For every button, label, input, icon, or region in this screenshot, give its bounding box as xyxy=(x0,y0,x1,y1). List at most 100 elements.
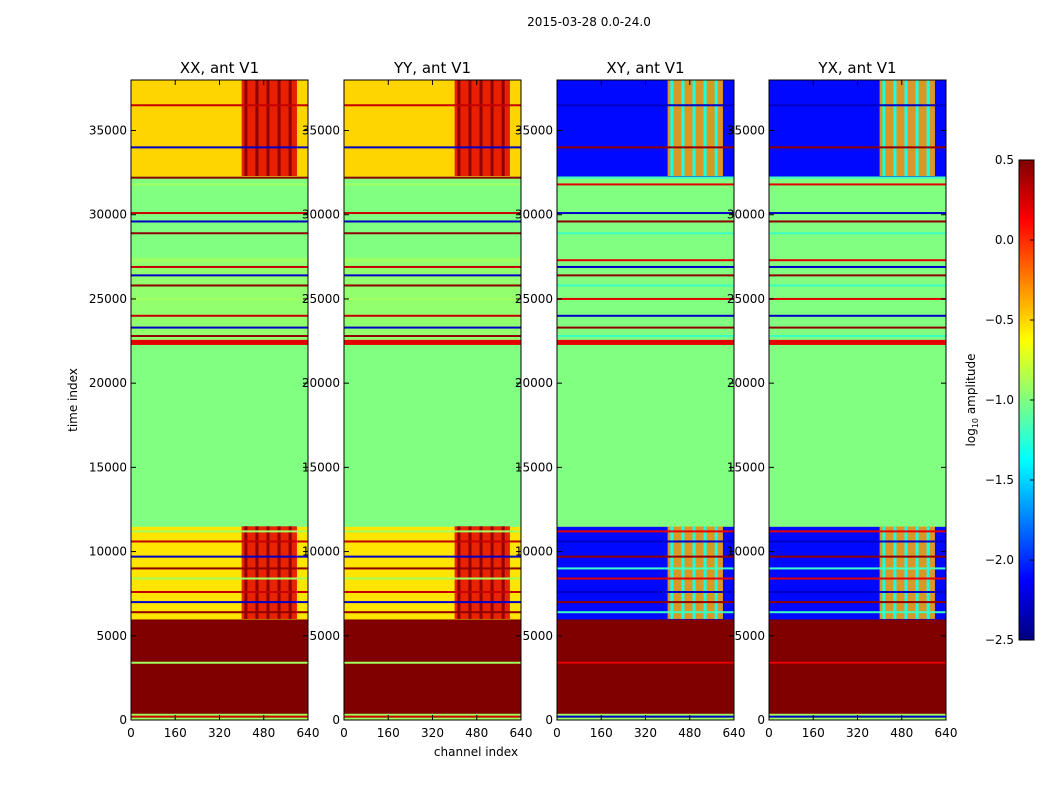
colorbar-label-sub: 10 xyxy=(971,418,980,428)
y-tick-label: 25000 xyxy=(515,292,553,306)
y-tick-label: 5000 xyxy=(522,629,553,643)
x-tick-label: 320 xyxy=(208,726,231,740)
flag-line xyxy=(344,259,521,262)
y-tick-label: 15000 xyxy=(89,460,127,474)
y-axis-label: time index xyxy=(66,368,80,432)
flag-line xyxy=(769,232,946,235)
rfi-stripe xyxy=(288,526,292,619)
flag-line xyxy=(344,567,521,570)
panel-xy: XY, ant V1 0 160 320 480 640 0 5000 10000 15000 20… xyxy=(515,59,746,740)
panel-yx: YX, ant V1 0 160 320 480 640 0 5000 10000 15000 20… xyxy=(727,59,958,740)
x-tick-label: 480 xyxy=(678,726,701,740)
y-tick-label: 15000 xyxy=(727,460,765,474)
flag-line xyxy=(557,540,734,543)
x-tick-label: 480 xyxy=(890,726,913,740)
y-tick-label: 20000 xyxy=(302,376,340,390)
panel-title: XX, ant V1 xyxy=(180,59,259,77)
x-tick-label: 320 xyxy=(634,726,657,740)
flag-line xyxy=(557,555,734,558)
colorbar-tick-label: −1.0 xyxy=(985,393,1014,407)
x-tick-label: 480 xyxy=(252,726,275,740)
rfi-stripe xyxy=(714,526,718,619)
flag-line xyxy=(344,284,521,287)
colorbar-tick-label: −2.5 xyxy=(985,633,1014,647)
flag-line xyxy=(769,601,946,604)
flag-line xyxy=(344,232,521,235)
x-tick-label: 160 xyxy=(164,726,187,740)
colorbar-tick-label: −0.5 xyxy=(985,313,1014,327)
flag-line xyxy=(131,297,308,300)
y-tick-label: 0 xyxy=(332,713,340,727)
rfi-stripe xyxy=(714,80,718,176)
rfi-stripe xyxy=(490,80,494,176)
rfi-stripe xyxy=(457,526,461,619)
flag-line xyxy=(557,259,734,262)
x-tick-label: 320 xyxy=(846,726,869,740)
flag-line xyxy=(557,611,734,614)
rfi-stripe xyxy=(501,526,505,619)
flag-line xyxy=(769,577,946,580)
y-tick-label: 20000 xyxy=(89,376,127,390)
flag-line xyxy=(131,555,308,558)
flag-line xyxy=(131,314,308,317)
y-tick-label: 35000 xyxy=(515,124,553,138)
rfi-stripe xyxy=(670,80,674,176)
flag-line xyxy=(344,555,521,558)
rfi-stripe xyxy=(266,526,270,619)
x-tick-label: 640 xyxy=(723,726,746,740)
rfi-stripe xyxy=(501,80,505,176)
flag-line xyxy=(557,212,734,215)
flag-line xyxy=(557,530,734,533)
flag-line xyxy=(344,611,521,614)
flag-line xyxy=(131,232,308,235)
flag-line xyxy=(344,265,521,268)
flag-line xyxy=(769,661,946,664)
flag-line xyxy=(557,297,734,300)
flag-line xyxy=(769,259,946,262)
rfi-stripe xyxy=(670,526,674,619)
heatmap-segment xyxy=(344,339,521,345)
flag-line xyxy=(131,601,308,604)
flag-line xyxy=(131,176,308,179)
flag-line xyxy=(344,577,521,580)
flag-line xyxy=(557,265,734,268)
rfi-stripe xyxy=(915,526,919,619)
flag-line xyxy=(131,265,308,268)
rfi-stripe xyxy=(266,80,270,176)
x-tick-label: 480 xyxy=(465,726,488,740)
rfi-stripe xyxy=(681,526,685,619)
colorbar-tick-label: 0.5 xyxy=(995,153,1014,167)
rfi-stripe xyxy=(926,526,930,619)
x-tick-label: 0 xyxy=(765,726,773,740)
rfi-stripe xyxy=(457,80,461,176)
x-tick-label: 0 xyxy=(340,726,348,740)
flag-line xyxy=(769,220,946,223)
rfi-stripe xyxy=(904,80,908,176)
y-tick-label: 5000 xyxy=(96,629,127,643)
x-tick-label: 160 xyxy=(802,726,825,740)
rfi-stripe xyxy=(882,80,886,176)
heatmap-cells xyxy=(769,80,946,720)
rfi-stripe xyxy=(277,80,281,176)
heatmap-segment xyxy=(344,344,521,527)
flag-line xyxy=(557,661,734,664)
y-tick-label: 35000 xyxy=(89,124,127,138)
y-tick-label: 35000 xyxy=(302,124,340,138)
flag-line xyxy=(131,611,308,614)
x-tick-label: 640 xyxy=(935,726,958,740)
flag-line xyxy=(131,212,308,215)
flag-line xyxy=(344,220,521,223)
colorbar-ticks: 0.5 0.0 −0.5 −1.0 −1.5 −2.0 −2.5 xyxy=(985,153,1034,647)
colorbar-label: log10 amplitude xyxy=(964,354,980,447)
flag-line xyxy=(557,284,734,287)
flag-line xyxy=(769,146,946,149)
flag-line xyxy=(769,212,946,215)
rfi-stripe xyxy=(468,526,472,619)
y-tick-label: 25000 xyxy=(302,292,340,306)
flag-line xyxy=(769,326,946,329)
x-tick-label: 0 xyxy=(127,726,135,740)
x-axis-label: channel index xyxy=(434,745,518,759)
flag-line xyxy=(131,530,308,533)
heatmap-cells xyxy=(557,80,734,720)
flag-line xyxy=(344,326,521,329)
